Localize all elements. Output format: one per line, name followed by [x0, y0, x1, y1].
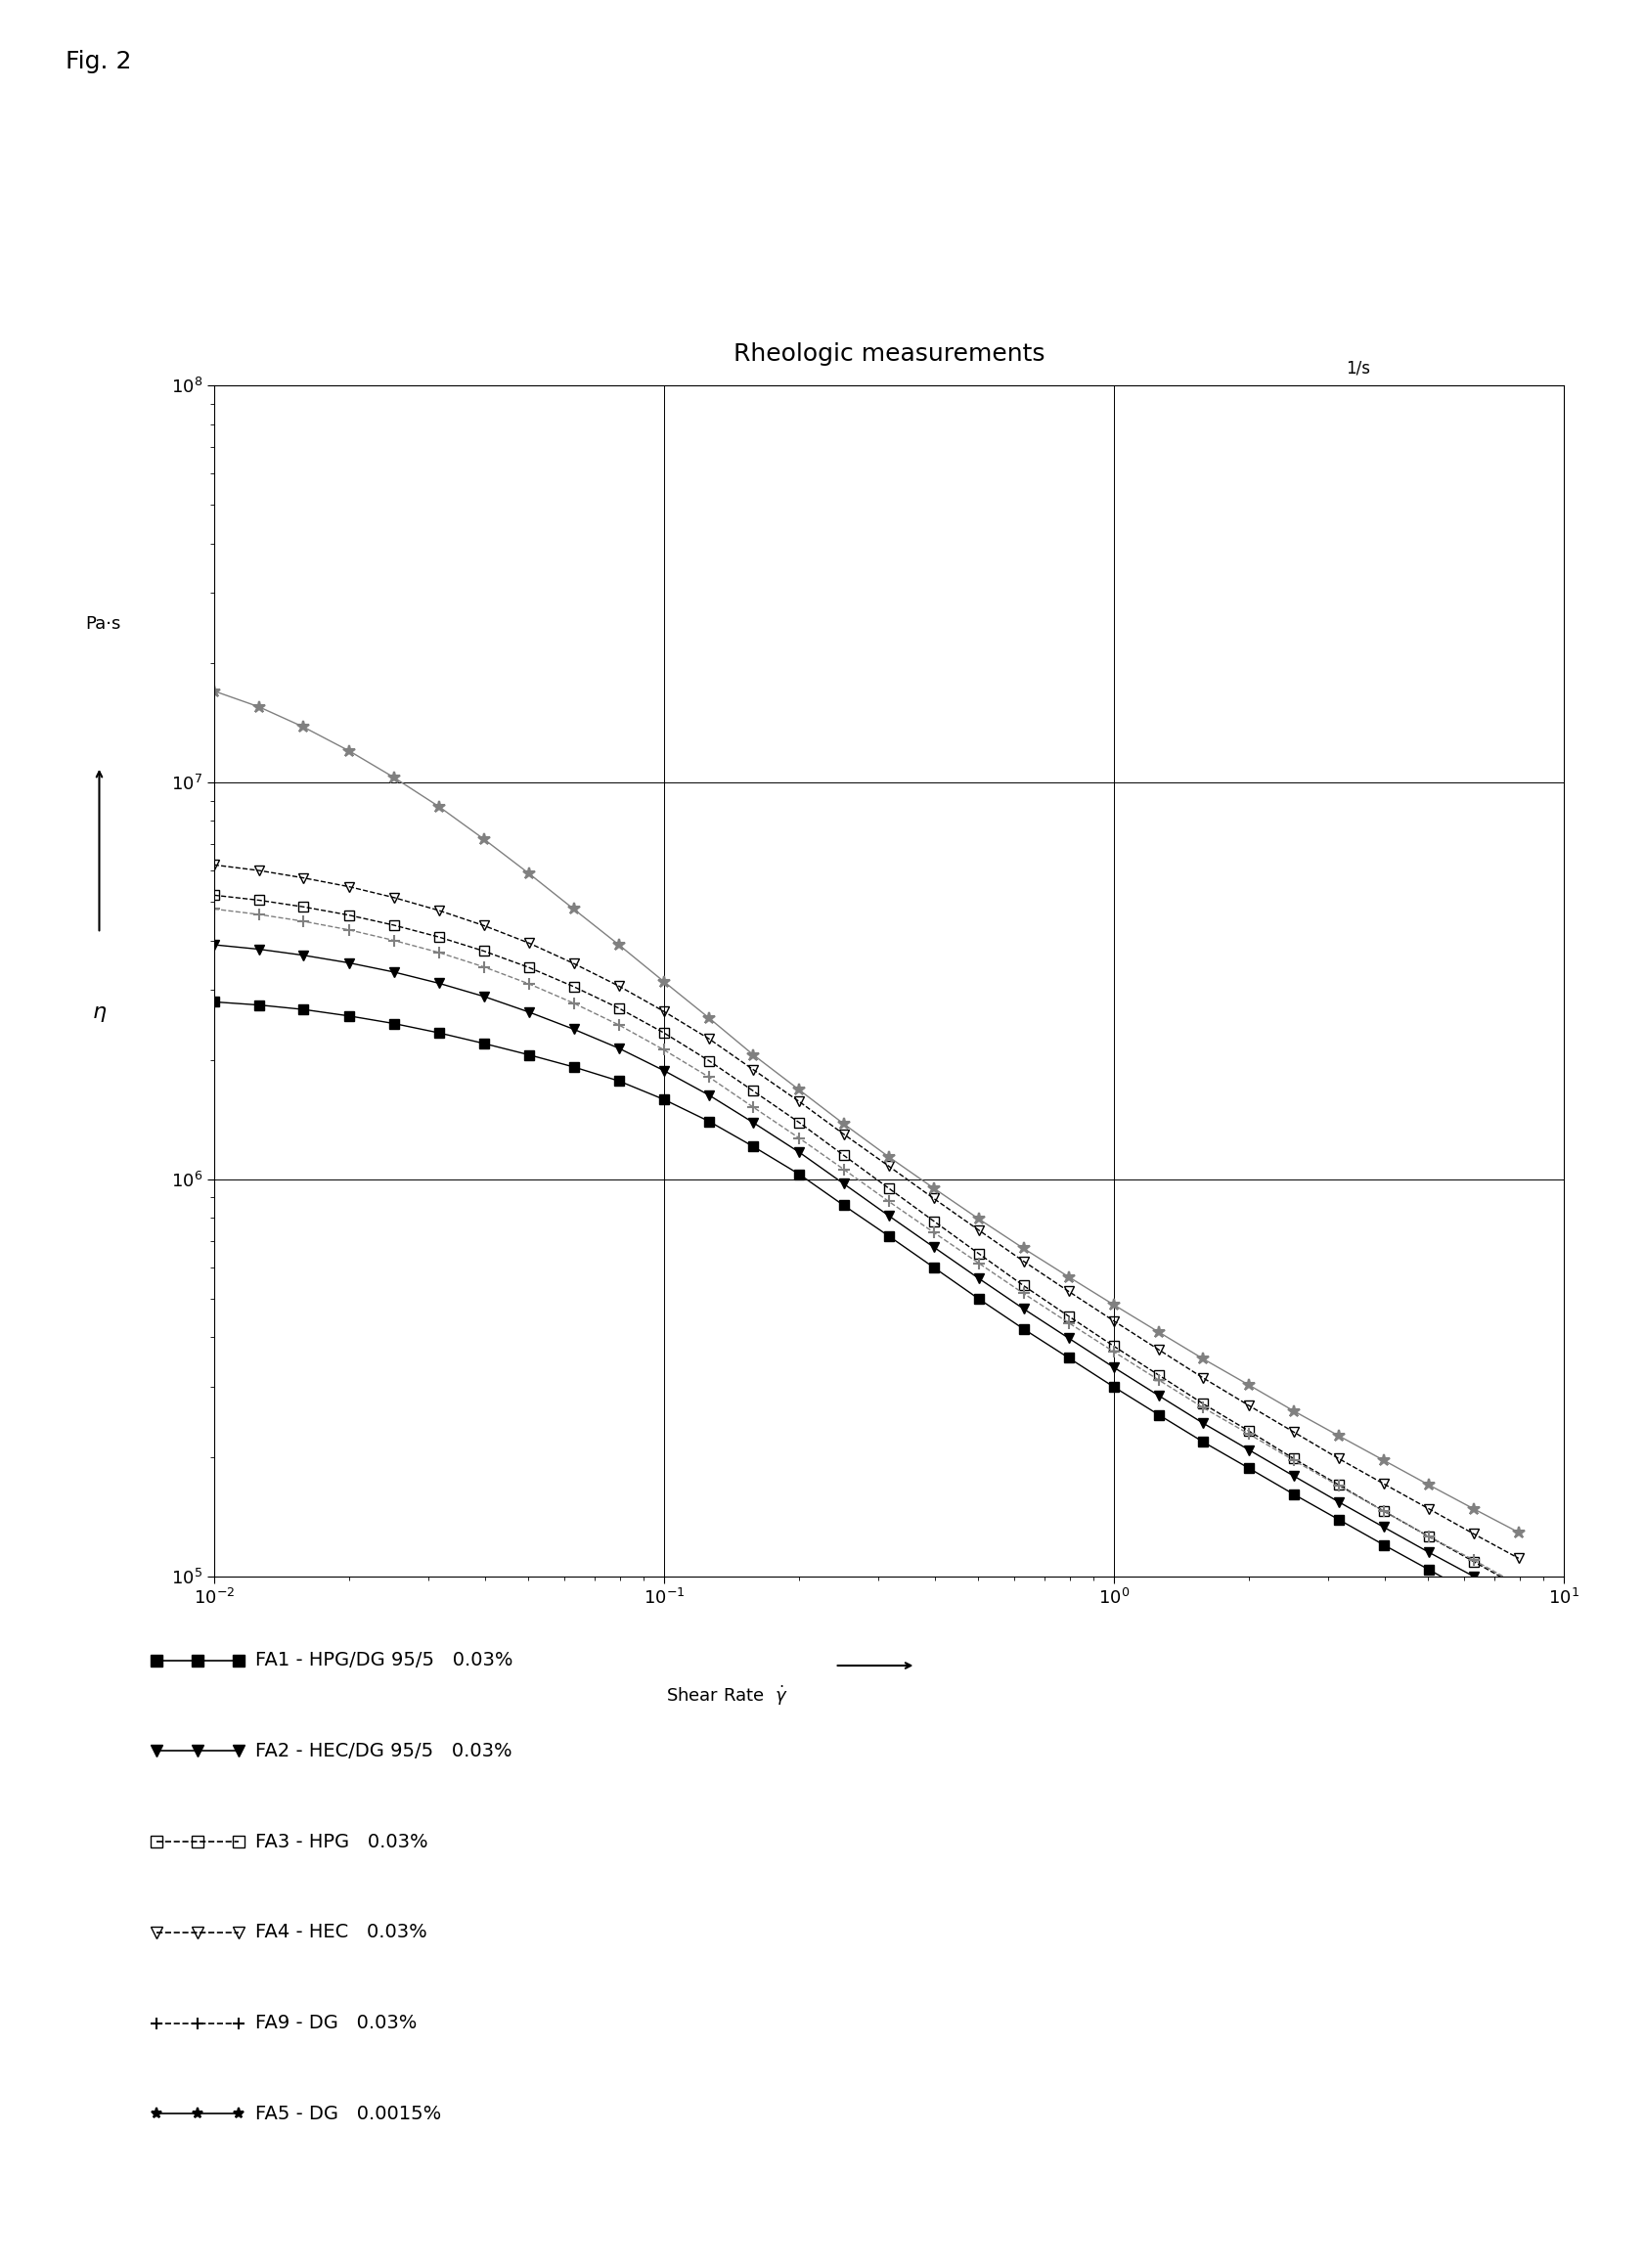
Text: Shear Rate  $\dot{\gamma}$: Shear Rate $\dot{\gamma}$: [666, 1683, 788, 1708]
Text: Pa·s: Pa·s: [86, 615, 122, 633]
Text: FA5 - DG   0.0015%: FA5 - DG 0.0015%: [255, 2105, 441, 2123]
Text: FA1 - HPG/DG 95/5   0.03%: FA1 - HPG/DG 95/5 0.03%: [255, 1651, 513, 1669]
Text: FA4 - HEC   0.03%: FA4 - HEC 0.03%: [255, 1923, 426, 1941]
Text: $\eta$: $\eta$: [92, 1005, 107, 1025]
Title: Rheologic measurements: Rheologic measurements: [732, 342, 1045, 365]
Text: FA2 - HEC/DG 95/5   0.03%: FA2 - HEC/DG 95/5 0.03%: [255, 1742, 512, 1760]
Text: FA3 - HPG   0.03%: FA3 - HPG 0.03%: [255, 1833, 428, 1851]
Text: 1/s: 1/s: [1346, 361, 1370, 376]
Text: FA9 - DG   0.03%: FA9 - DG 0.03%: [255, 2014, 416, 2032]
Text: Fig. 2: Fig. 2: [66, 50, 132, 73]
